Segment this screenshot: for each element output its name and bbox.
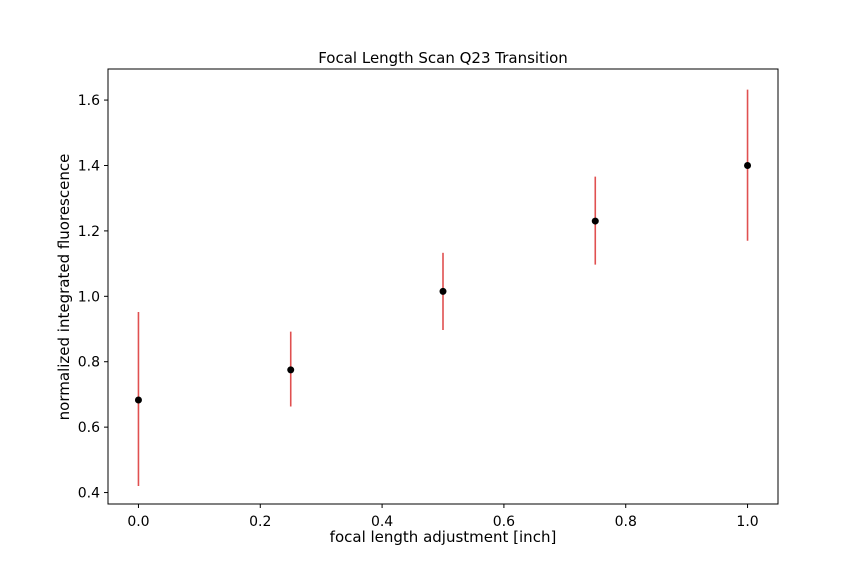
y-tick-label: 0.6 — [78, 420, 100, 436]
data-point — [591, 217, 599, 225]
data-point — [439, 287, 447, 295]
data-point — [744, 161, 752, 169]
y-tick-label: 0.8 — [78, 355, 100, 371]
x-tick-label: 0.2 — [249, 514, 271, 530]
y-tick-label: 1.2 — [78, 224, 100, 240]
chart-title: Focal Length Scan Q23 Transition — [318, 49, 568, 67]
y-axis-label: normalized integrated fluorescence — [55, 154, 73, 421]
y-axis-ticks: 0.4 0.6 0.8 1.0 1.2 1.4 1.6 — [78, 93, 108, 502]
plot-frame — [107, 68, 779, 505]
data-point — [287, 366, 295, 374]
error-bars — [137, 89, 749, 487]
y-tick-label: 1.6 — [78, 93, 100, 109]
x-axis-label: focal length adjustment [inch] — [330, 528, 557, 546]
y-tick-label: 1.0 — [78, 289, 100, 305]
x-tick-label: 0.6 — [493, 514, 515, 530]
x-tick-label: 0.4 — [371, 514, 393, 530]
y-tick-label: 0.4 — [78, 486, 100, 502]
y-tick-label: 1.4 — [78, 158, 100, 174]
data-points — [134, 161, 752, 404]
x-tick-label: 1.0 — [736, 514, 758, 530]
data-point — [134, 396, 142, 404]
x-tick-label: 0.0 — [127, 514, 149, 530]
x-tick-label: 0.8 — [615, 514, 637, 530]
x-axis-ticks: 0.0 0.2 0.4 0.6 0.8 1.0 — [127, 504, 759, 530]
